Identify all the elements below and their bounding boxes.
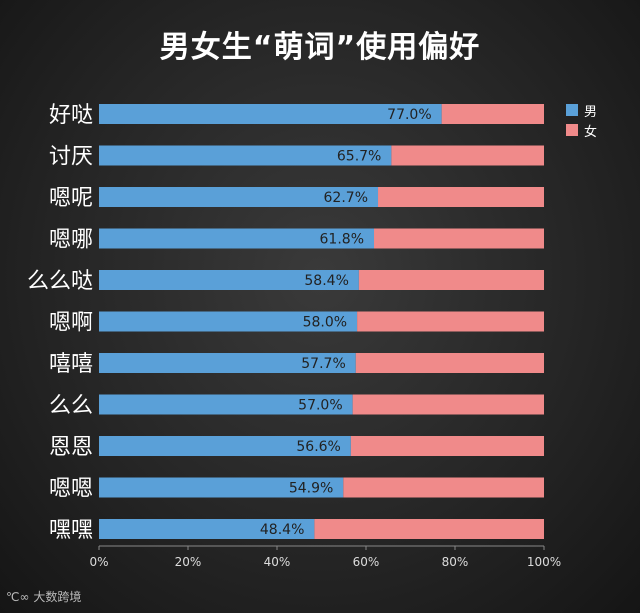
x-tick-label-2: 40%: [264, 555, 291, 569]
bar-female-5: [357, 311, 544, 332]
legend-swatch-female: [566, 124, 578, 136]
data-label-9: 54.9%: [289, 481, 333, 497]
data-label-1: 65.7%: [337, 149, 381, 165]
bar-female-8: [350, 436, 544, 456]
bar-female-9: [343, 477, 544, 498]
bar-male-9: [99, 477, 344, 498]
category-label-6: 嘻嘻: [49, 352, 93, 377]
category-label-8: 恩恩: [49, 435, 93, 460]
bar-female-0: [441, 104, 544, 124]
category-label-2: 嗯呢: [49, 186, 93, 211]
data-label-3: 61.8%: [320, 232, 364, 248]
legend-item-female: 女: [566, 120, 597, 140]
watermark-icon: ℃∞: [6, 590, 30, 604]
watermark-logo: ℃∞ 大数跨境: [6, 588, 81, 605]
category-label-9: 嗯嗯: [49, 477, 93, 502]
watermark-text: 大数跨境: [33, 590, 82, 604]
bar-female-3: [374, 228, 544, 249]
data-label-5: 58.0%: [303, 315, 347, 331]
data-label-8: 56.6%: [296, 439, 340, 455]
bar-male-10: [99, 519, 315, 539]
x-tick-label-4: 80%: [442, 555, 469, 569]
category-label-4: 么么哒: [27, 269, 93, 294]
x-tick-label-5: 100%: [527, 555, 561, 569]
bar-male-4: [99, 270, 359, 290]
legend-item-male: 男: [566, 100, 597, 120]
category-label-7: 么么: [49, 394, 93, 419]
bar-female-7: [352, 394, 544, 415]
legend: 男 女: [566, 100, 597, 140]
legend-label-male: 男: [584, 104, 598, 120]
bar-male-0: [99, 104, 442, 124]
category-label-1: 讨厌: [49, 145, 93, 170]
bar-female-10: [314, 519, 544, 539]
bar-female-6: [355, 353, 544, 373]
category-label-0: 好哒: [49, 103, 93, 128]
x-tick-label-3: 60%: [353, 555, 380, 569]
data-label-4: 58.4%: [304, 273, 348, 289]
bar-male-6: [99, 353, 356, 373]
legend-label-female: 女: [584, 124, 598, 140]
data-label-6: 57.7%: [301, 356, 345, 372]
legend-swatch-male: [566, 104, 578, 116]
bar-male-3: [99, 228, 375, 249]
bar-female-4: [358, 270, 544, 290]
category-label-10: 嘿嘿: [49, 518, 93, 543]
data-label-2: 62.7%: [324, 190, 368, 206]
data-label-10: 48.4%: [260, 522, 304, 538]
chart-title: 男女生“萌词”使用偏好: [159, 30, 481, 65]
bar-male-8: [99, 436, 351, 456]
category-label-5: 嗯啊: [49, 311, 93, 336]
bar-female-1: [391, 145, 544, 166]
bar-male-1: [99, 145, 392, 166]
bar-female-2: [378, 187, 544, 207]
bar-male-5: [99, 311, 358, 332]
data-label-7: 57.0%: [298, 398, 342, 414]
data-label-0: 77.0%: [387, 107, 431, 123]
category-label-3: 嗯哪: [49, 228, 93, 253]
x-tick-label-0: 0%: [89, 555, 108, 569]
bar-male-7: [99, 394, 353, 415]
x-tick-label-1: 20%: [175, 555, 202, 569]
bar-male-2: [99, 187, 379, 207]
